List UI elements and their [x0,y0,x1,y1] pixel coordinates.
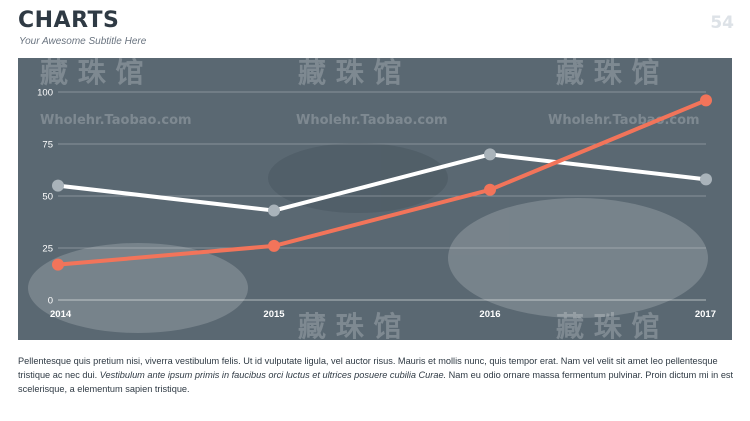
y-tick-label: 50 [42,192,53,203]
page-subtitle: Your Awesome Subtitle Here [19,36,147,47]
watermark-characters: 藏 珠 馆 [556,310,660,340]
series-1-point [700,173,712,186]
series-1-point [268,204,280,217]
page-number: 54 [710,13,734,33]
y-axis: 0 25 50 75 100 [37,88,53,307]
body-text-1: Pellentesque quis pretium nisi, viverra … [18,356,718,380]
watermark: 藏 珠 馆 Wholehr.Taobao.com 藏 珠 馆 Wholehr.T… [40,58,700,340]
watermark-url: Wholehr.Taobao.com [40,113,192,128]
page-title: CHARTS [18,8,120,33]
y-tick-label: 25 [42,244,53,255]
series-1-point [52,179,64,192]
series-2-point [700,94,712,107]
watermark-url: Wholehr.Taobao.com [296,113,448,128]
body-paragraph: Pellentesque quis pretium nisi, viverra … [18,354,736,396]
body-text-italic: Vestibulum ante ipsum primis in faucibus… [99,370,447,380]
background-texture [28,143,708,333]
series [52,94,712,271]
y-tick-label: 75 [42,140,53,151]
watermark-url: Wholehr.Taobao.com [548,113,700,128]
series-2-point [484,183,496,196]
series-2-point [52,258,64,271]
y-tick-label: 100 [37,88,53,99]
line-chart-panel: 藏 珠 馆 Wholehr.Taobao.com 藏 珠 馆 Wholehr.T… [18,58,732,340]
series-1-point [484,148,496,161]
y-tick-label: 0 [48,296,53,307]
watermark-characters: 藏 珠 馆 [298,310,402,340]
body-text-2: Nam eu odio ornare massa fermentum pulvi… [18,370,734,394]
watermark-characters: 藏 珠 馆 [556,58,660,89]
watermark-characters: 藏 珠 馆 [298,58,402,89]
series-line-1 [56,152,708,213]
series-2-point [268,239,280,252]
x-tick-label: 2017 [695,309,716,320]
x-tick-label: 2016 [479,309,500,320]
x-tick-label: 2015 [263,309,285,320]
line-chart: 藏 珠 馆 Wholehr.Taobao.com 藏 珠 馆 Wholehr.T… [28,58,716,340]
watermark-characters: 藏 珠 馆 [40,58,144,89]
x-tick-label: 2014 [50,309,72,320]
x-axis: 2014 2015 2016 2017 [50,309,716,320]
series-line-2 [56,98,708,267]
